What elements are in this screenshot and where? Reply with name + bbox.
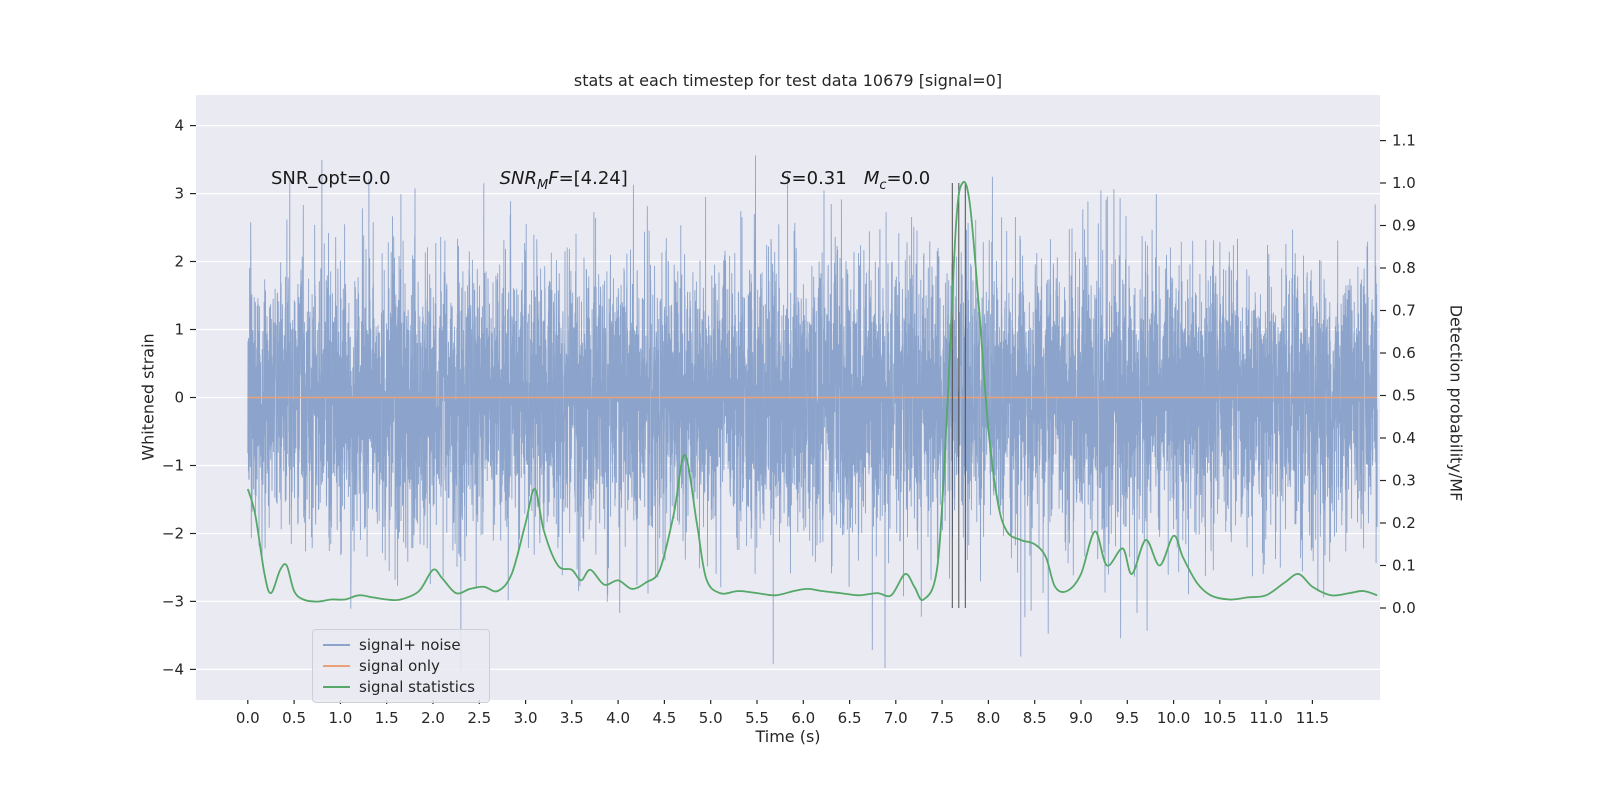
annotations: SNR_opt=0.0 SNRMF=[4.24] S=0.31 Mc=0.0 bbox=[271, 168, 930, 193]
svg-text:10.0: 10.0 bbox=[1157, 709, 1190, 727]
svg-text:0.3: 0.3 bbox=[1392, 472, 1416, 490]
legend-label-signal-only: signal only bbox=[359, 657, 440, 675]
y-axis-label-right: Detection probability/MF bbox=[1446, 304, 1466, 502]
svg-text:0.0: 0.0 bbox=[236, 709, 260, 727]
svg-text:3.5: 3.5 bbox=[560, 709, 584, 727]
svg-text:SNRMF=[4.24]: SNRMF=[4.24] bbox=[500, 168, 628, 193]
y-axis-label-left: Whitened strain bbox=[138, 333, 158, 461]
svg-text:0.6: 0.6 bbox=[1392, 344, 1416, 362]
svg-text:0.0: 0.0 bbox=[1392, 599, 1416, 617]
svg-text:9.0: 9.0 bbox=[1069, 709, 1093, 727]
svg-text:1.0: 1.0 bbox=[328, 709, 352, 727]
svg-text:−4: −4 bbox=[162, 660, 184, 678]
svg-text:2.0: 2.0 bbox=[421, 709, 445, 727]
svg-text:4.5: 4.5 bbox=[652, 709, 676, 727]
svg-text:0.8: 0.8 bbox=[1392, 259, 1416, 277]
svg-text:7.0: 7.0 bbox=[884, 709, 908, 727]
svg-text:5.0: 5.0 bbox=[699, 709, 723, 727]
legend-item-signal-statistics: signal statistics bbox=[323, 679, 475, 695]
legend-label-signal-noise: signal+ noise bbox=[359, 636, 461, 654]
legend-label-signal-statistics: signal statistics bbox=[359, 678, 476, 696]
svg-text:−1: −1 bbox=[162, 457, 184, 475]
svg-text:0: 0 bbox=[174, 389, 184, 407]
legend-line-signal-noise-icon bbox=[323, 644, 350, 646]
svg-text:1.1: 1.1 bbox=[1392, 132, 1416, 150]
legend-line-signal-statistics-icon bbox=[323, 686, 350, 688]
svg-text:9.5: 9.5 bbox=[1115, 709, 1139, 727]
svg-text:4: 4 bbox=[174, 117, 184, 135]
x-axis-label: Time (s) bbox=[755, 727, 821, 746]
svg-text:−2: −2 bbox=[162, 525, 184, 543]
svg-text:1.5: 1.5 bbox=[375, 709, 399, 727]
y-axis-left-ticks: −4 −3 −2 −1 0 1 2 3 4 bbox=[162, 117, 196, 678]
svg-text:3: 3 bbox=[174, 185, 184, 203]
svg-text:0.9: 0.9 bbox=[1392, 217, 1416, 235]
svg-text:1: 1 bbox=[174, 321, 184, 339]
svg-text:2: 2 bbox=[174, 253, 184, 271]
svg-text:3.0: 3.0 bbox=[514, 709, 538, 727]
event-lines bbox=[951, 183, 966, 608]
svg-text:0.5: 0.5 bbox=[1392, 387, 1416, 405]
svg-text:6.5: 6.5 bbox=[838, 709, 862, 727]
svg-text:5.5: 5.5 bbox=[745, 709, 769, 727]
series-signal-statistics bbox=[246, 180, 1378, 603]
svg-text:10.5: 10.5 bbox=[1203, 709, 1236, 727]
svg-text:0.5: 0.5 bbox=[282, 709, 306, 727]
svg-text:8.0: 8.0 bbox=[976, 709, 1000, 727]
svg-text:11.0: 11.0 bbox=[1249, 709, 1282, 727]
legend-line-signal-only-icon bbox=[323, 665, 350, 667]
legend: signal+ noise signal only signal statist… bbox=[312, 629, 491, 703]
svg-text:8.5: 8.5 bbox=[1023, 709, 1047, 727]
svg-text:−3: −3 bbox=[162, 592, 184, 610]
svg-text:SNR_opt=0.0: SNR_opt=0.0 bbox=[271, 168, 391, 189]
svg-text:0.2: 0.2 bbox=[1392, 514, 1416, 532]
svg-text:2.5: 2.5 bbox=[467, 709, 491, 727]
svg-text:S=0.31 Mc=0.0: S=0.31 Mc=0.0 bbox=[780, 168, 930, 193]
svg-text:7.5: 7.5 bbox=[930, 709, 954, 727]
svg-text:0.4: 0.4 bbox=[1392, 429, 1416, 447]
svg-text:0.7: 0.7 bbox=[1392, 302, 1416, 320]
svg-text:6.0: 6.0 bbox=[791, 709, 815, 727]
svg-text:4.0: 4.0 bbox=[606, 709, 630, 727]
legend-item-signal-noise: signal+ noise bbox=[323, 637, 475, 653]
svg-text:1.0: 1.0 bbox=[1392, 174, 1416, 192]
legend-item-signal-only: signal only bbox=[323, 658, 475, 674]
svg-text:11.5: 11.5 bbox=[1296, 709, 1329, 727]
chart-title: stats at each timestep for test data 106… bbox=[573, 71, 1003, 90]
series-signal-noise bbox=[247, 155, 1378, 671]
x-axis-ticks: 0.0 0.5 1.0 1.5 2.0 2.5 3.0 3.5 4.0 4.5 5.0 5.5 6.0 6… bbox=[236, 700, 1329, 727]
y-axis-right-ticks: 0.0 0.1 0.2 0.3 0.4 0.5 0.6 0.7 0.8 0.9 1.0 1.1 bbox=[1380, 132, 1416, 617]
svg-text:0.1: 0.1 bbox=[1392, 557, 1416, 575]
